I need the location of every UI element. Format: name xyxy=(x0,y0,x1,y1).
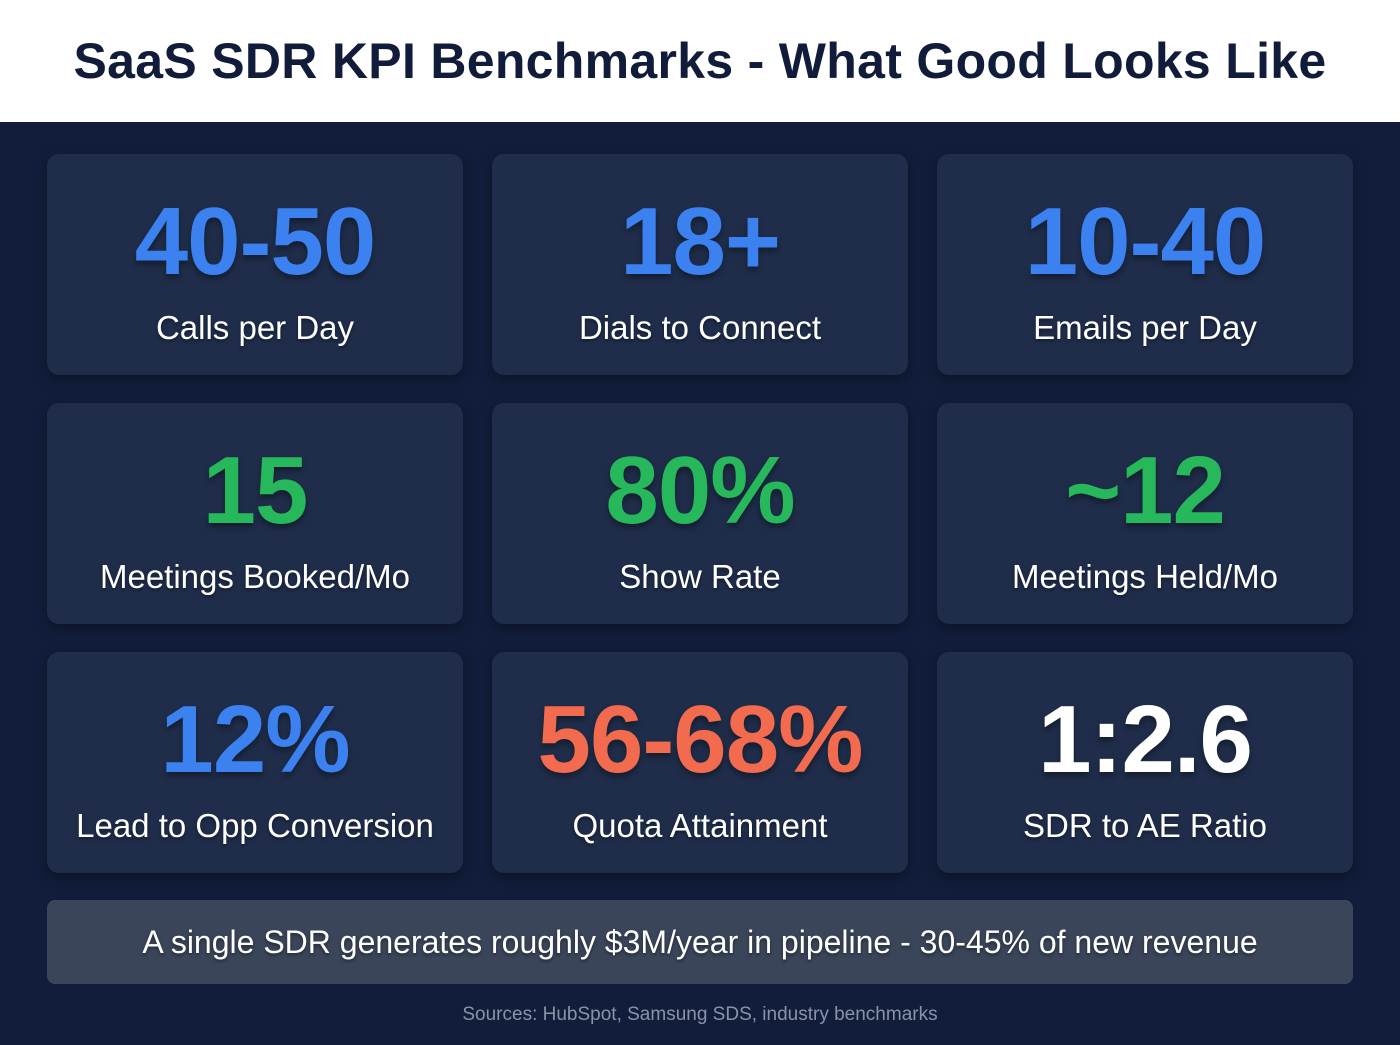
kpi-value: 15 xyxy=(202,437,309,544)
kpi-label: Calls per Day xyxy=(155,309,355,346)
kpi-label: Emails per Day xyxy=(1033,309,1257,346)
kpi-label: Dials to Connect xyxy=(578,309,822,346)
kpi-label: Meetings Booked/Mo xyxy=(99,558,410,595)
kpi-label: Quota Attainment xyxy=(572,807,828,844)
kpi-grid: 40-50 Calls per Day 18+ Dials to Connect 1… xyxy=(47,154,1353,873)
kpi-card-dials-to-connect: 18+ Dials to Connect xyxy=(492,154,908,375)
header: SaaS SDR KPI Benchmarks - What Good Look… xyxy=(0,0,1400,122)
kpi-card-quota-attainment: 56-68% Quota Attainment xyxy=(492,652,908,873)
kpi-value: 56-68% xyxy=(537,686,864,793)
kpi-label: Show Rate xyxy=(619,558,781,595)
kpi-value: ~12 xyxy=(1065,437,1226,544)
summary-banner: A single SDR generates roughly $3M/year … xyxy=(47,900,1353,984)
kpi-card-lead-to-opp: 12% Lead to Opp Conversion xyxy=(47,652,463,873)
sources-note: Sources: HubSpot, Samsung SDS, industry … xyxy=(462,1004,938,1025)
kpi-value: 10-40 xyxy=(1024,188,1267,295)
kpi-label: SDR to AE Ratio xyxy=(1023,807,1267,844)
kpi-value: 1:2.6 xyxy=(1038,686,1253,793)
kpi-card-sdr-ae-ratio: 1:2.6 SDR to AE Ratio xyxy=(937,652,1353,873)
page-title: SaaS SDR KPI Benchmarks - What Good Look… xyxy=(73,33,1327,89)
kpi-value: 18+ xyxy=(620,188,781,295)
kpi-card-meetings-held: ~12 Meetings Held/Mo xyxy=(937,403,1353,624)
kpi-card-meetings-booked: 15 Meetings Booked/Mo xyxy=(47,403,463,624)
kpi-card-calls-per-day: 40-50 Calls per Day xyxy=(47,154,463,375)
kpi-label: Lead to Opp Conversion xyxy=(76,807,434,844)
kpi-value: 40-50 xyxy=(134,188,377,295)
kpi-label: Meetings Held/Mo xyxy=(1012,558,1278,595)
kpi-card-emails-per-day: 10-40 Emails per Day xyxy=(937,154,1353,375)
kpi-card-show-rate: 80% Show Rate xyxy=(492,403,908,624)
kpi-value: 80% xyxy=(605,437,795,544)
summary-text: A single SDR generates roughly $3M/year … xyxy=(142,923,1258,960)
kpi-value: 12% xyxy=(160,686,350,793)
